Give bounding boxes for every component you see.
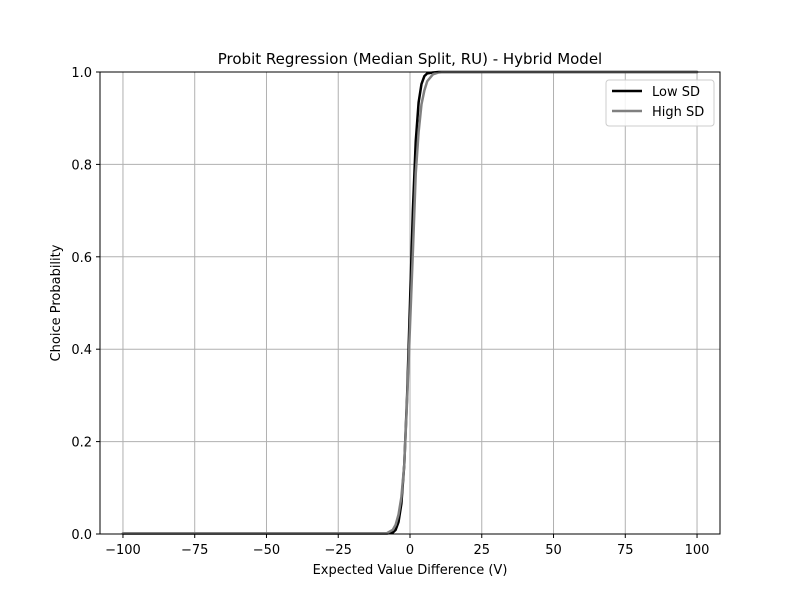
x-tick-label: −100: [105, 543, 141, 558]
x-tick-label: 75: [617, 543, 634, 558]
x-tick-label: 0: [406, 543, 414, 558]
y-axis-label: Choice Probability: [49, 244, 64, 361]
y-tick-label: 0.2: [71, 436, 92, 451]
series-line-high-sd: [121, 70, 699, 535]
x-tick-label: 100: [685, 543, 710, 558]
legend-label-low-sd: Low SD: [652, 85, 700, 100]
x-axis-label: Expected Value Difference (V): [313, 563, 508, 578]
y-tick-label: 0.8: [71, 158, 92, 173]
y-tick-label: 0.0: [71, 528, 92, 543]
y-tick-label: 0.4: [71, 343, 92, 358]
series-layer: [121, 70, 699, 535]
y-tick-label: 0.6: [71, 251, 92, 266]
legend: Low SD High SD: [605, 79, 715, 127]
x-tick-label: 25: [473, 543, 490, 558]
x-tick-label: −75: [181, 543, 208, 558]
x-tick-label: −25: [325, 543, 352, 558]
y-axis: 0.0 0.2 0.4 0.6 0.8 1.0: [71, 66, 100, 543]
legend-label-high-sd: High SD: [652, 105, 704, 120]
x-tick-label: 50: [545, 543, 562, 558]
chart-title: Probit Regression (Median Split, RU) - H…: [218, 50, 602, 68]
y-tick-label: 1.0: [71, 66, 92, 81]
x-axis: −100 −75 −50 −25 0 25 50 75 100: [105, 534, 709, 558]
x-tick-label: −50: [253, 543, 280, 558]
